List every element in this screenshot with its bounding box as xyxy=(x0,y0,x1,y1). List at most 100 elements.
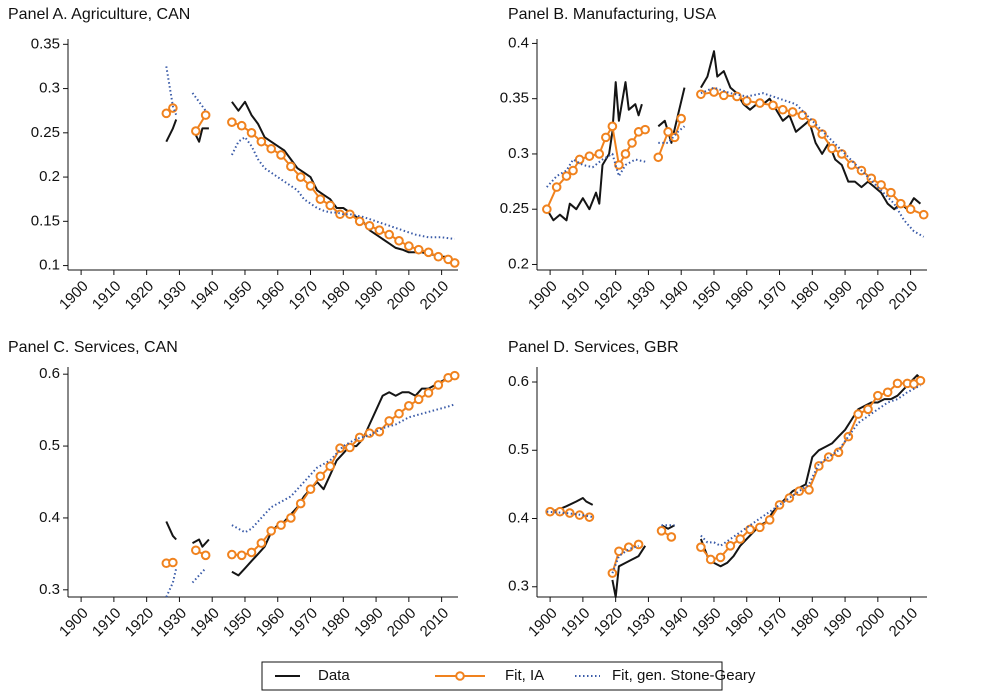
marker xyxy=(623,542,634,552)
x-tick-label: 1910 xyxy=(89,278,125,314)
y-tick-label: 0.1 xyxy=(39,257,60,274)
marker xyxy=(335,209,345,220)
marker xyxy=(764,515,775,525)
marker xyxy=(564,508,575,518)
x-tick-label: 1960 xyxy=(253,278,289,314)
legend-label: Fit, gen. Stone-Geary xyxy=(612,667,756,684)
marker xyxy=(863,404,873,415)
marker xyxy=(614,160,624,170)
panel-title: Panel A. Agriculture, CAN xyxy=(8,6,190,23)
marker xyxy=(413,394,424,405)
marker xyxy=(305,484,316,494)
marker xyxy=(246,128,257,138)
marker xyxy=(663,127,673,137)
marker xyxy=(374,225,385,235)
x-tick-label: 2000 xyxy=(384,605,420,641)
x-tick-label: 2000 xyxy=(853,278,889,314)
x-tick-label: 1900 xyxy=(56,605,92,641)
x-tick-label: 1930 xyxy=(623,605,659,641)
marker xyxy=(545,506,555,517)
marker xyxy=(423,247,434,258)
marker xyxy=(696,89,706,100)
marker xyxy=(449,258,460,268)
marker xyxy=(607,121,618,132)
marker xyxy=(601,132,611,143)
marker xyxy=(384,229,394,240)
marker xyxy=(735,534,745,544)
marker xyxy=(777,104,788,115)
marker xyxy=(200,550,211,561)
y-tick-label: 0.2 xyxy=(39,168,60,185)
marker xyxy=(846,160,857,170)
marker xyxy=(335,443,345,454)
marker xyxy=(882,387,893,398)
marker xyxy=(374,426,385,437)
marker xyxy=(873,390,883,401)
y-tick-label: 0.3 xyxy=(508,578,529,595)
x-tick-label: 1950 xyxy=(220,278,256,314)
y-tick-label: 0.4 xyxy=(39,509,60,526)
marker xyxy=(246,547,257,558)
marker xyxy=(584,151,595,161)
y-tick-label: 0.5 xyxy=(39,437,60,454)
panel-title: Panel D. Services, GBR xyxy=(508,339,679,356)
marker xyxy=(833,447,844,458)
x-tick-label: 1910 xyxy=(89,605,125,641)
marker xyxy=(584,512,595,522)
panel-title: Panel C. Services, CAN xyxy=(8,339,178,356)
marker xyxy=(696,542,706,552)
marker xyxy=(286,513,296,523)
y-tick-label: 0.6 xyxy=(39,365,60,382)
x-tick-label: 1970 xyxy=(286,605,322,641)
marker xyxy=(866,173,877,184)
x-tick-label: 2010 xyxy=(886,278,922,314)
marker xyxy=(325,461,335,471)
marker xyxy=(768,100,778,111)
x-tick-label: 1970 xyxy=(755,278,791,314)
marker xyxy=(191,545,201,556)
x-tick-label: 1900 xyxy=(525,605,561,641)
marker xyxy=(784,493,795,503)
marker xyxy=(719,90,729,101)
marker xyxy=(286,161,296,172)
x-tick-label: 1950 xyxy=(220,605,256,641)
marker xyxy=(886,187,896,198)
marker xyxy=(876,180,886,190)
x-tick-label: 1980 xyxy=(318,605,354,641)
marker xyxy=(542,204,552,215)
marker xyxy=(404,401,414,411)
x-tick-label: 1940 xyxy=(187,605,223,641)
marker xyxy=(568,165,578,176)
x-tick-label: 2000 xyxy=(853,605,889,641)
marker xyxy=(892,378,903,389)
legend-box xyxy=(261,661,723,691)
marker xyxy=(915,375,926,386)
marker xyxy=(741,96,752,106)
marker xyxy=(895,198,906,209)
x-tick-label: 1960 xyxy=(253,605,289,641)
legend-label: Data xyxy=(318,667,350,684)
y-tick-label: 0.2 xyxy=(508,255,529,272)
x-tick-label: 1920 xyxy=(122,278,158,314)
x-tick-label: 1930 xyxy=(623,278,659,314)
marker xyxy=(787,107,798,117)
marker xyxy=(266,143,276,154)
marker xyxy=(715,552,726,563)
series-line xyxy=(546,374,922,598)
marker xyxy=(653,152,664,163)
marker xyxy=(191,126,201,136)
x-tick-label: 1940 xyxy=(656,605,692,641)
marker xyxy=(305,181,316,191)
marker xyxy=(433,380,444,390)
marker xyxy=(394,235,404,246)
series-line xyxy=(546,384,921,574)
series-line xyxy=(546,86,925,238)
marker xyxy=(640,124,650,135)
y-tick-label: 0.35 xyxy=(500,90,529,107)
marker xyxy=(276,150,286,160)
marker xyxy=(256,538,267,548)
series-line xyxy=(165,66,455,240)
y-tick-label: 0.3 xyxy=(39,80,60,97)
marker xyxy=(827,143,837,154)
marker xyxy=(561,171,572,181)
